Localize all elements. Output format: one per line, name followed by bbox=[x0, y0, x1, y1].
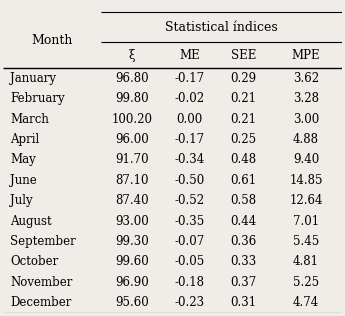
Text: 5.25: 5.25 bbox=[293, 276, 319, 289]
Text: January: January bbox=[10, 72, 56, 85]
Text: 99.30: 99.30 bbox=[115, 235, 149, 248]
Text: 96.80: 96.80 bbox=[115, 72, 149, 85]
Text: 0.61: 0.61 bbox=[230, 174, 257, 187]
Text: Statistical índices: Statistical índices bbox=[165, 21, 278, 34]
Text: 0.25: 0.25 bbox=[230, 133, 257, 146]
Text: 12.64: 12.64 bbox=[289, 194, 323, 207]
Text: 100.20: 100.20 bbox=[111, 113, 152, 126]
Text: 7.01: 7.01 bbox=[293, 215, 319, 228]
Text: -0.34: -0.34 bbox=[174, 154, 205, 167]
Text: June: June bbox=[10, 174, 37, 187]
Text: -0.18: -0.18 bbox=[175, 276, 204, 289]
Text: ME: ME bbox=[179, 49, 200, 62]
Text: MPE: MPE bbox=[292, 49, 321, 62]
Text: 91.70: 91.70 bbox=[115, 154, 149, 167]
Text: -0.50: -0.50 bbox=[174, 174, 205, 187]
Text: August: August bbox=[10, 215, 52, 228]
Text: 0.29: 0.29 bbox=[230, 72, 257, 85]
Text: 0.00: 0.00 bbox=[176, 113, 203, 126]
Text: -0.52: -0.52 bbox=[174, 194, 205, 207]
Text: May: May bbox=[10, 154, 36, 167]
Text: 96.00: 96.00 bbox=[115, 133, 149, 146]
Text: October: October bbox=[10, 255, 58, 268]
Text: 87.40: 87.40 bbox=[115, 194, 149, 207]
Text: 4.74: 4.74 bbox=[293, 296, 319, 309]
Text: 96.90: 96.90 bbox=[115, 276, 149, 289]
Text: 0.37: 0.37 bbox=[230, 276, 257, 289]
Text: ξ: ξ bbox=[129, 49, 135, 62]
Text: 3.28: 3.28 bbox=[293, 92, 319, 105]
Text: -0.05: -0.05 bbox=[174, 255, 205, 268]
Text: 4.81: 4.81 bbox=[293, 255, 319, 268]
Text: 0.58: 0.58 bbox=[230, 194, 257, 207]
Text: 0.48: 0.48 bbox=[230, 154, 257, 167]
Text: 5.45: 5.45 bbox=[293, 235, 319, 248]
Text: SEE: SEE bbox=[231, 49, 256, 62]
Text: 0.21: 0.21 bbox=[230, 113, 256, 126]
Text: September: September bbox=[10, 235, 76, 248]
Text: 3.62: 3.62 bbox=[293, 72, 319, 85]
Text: 0.21: 0.21 bbox=[230, 92, 256, 105]
Text: -0.17: -0.17 bbox=[174, 133, 205, 146]
Text: 0.44: 0.44 bbox=[230, 215, 257, 228]
Text: -0.23: -0.23 bbox=[174, 296, 205, 309]
Text: 0.31: 0.31 bbox=[230, 296, 257, 309]
Text: 87.10: 87.10 bbox=[115, 174, 149, 187]
Text: -0.07: -0.07 bbox=[174, 235, 205, 248]
Text: 0.36: 0.36 bbox=[230, 235, 257, 248]
Text: March: March bbox=[10, 113, 49, 126]
Text: 93.00: 93.00 bbox=[115, 215, 149, 228]
Text: 95.60: 95.60 bbox=[115, 296, 149, 309]
Text: April: April bbox=[10, 133, 39, 146]
Text: Month: Month bbox=[32, 34, 73, 47]
Text: July: July bbox=[10, 194, 33, 207]
Text: -0.35: -0.35 bbox=[174, 215, 205, 228]
Text: -0.02: -0.02 bbox=[174, 92, 205, 105]
Text: 9.40: 9.40 bbox=[293, 154, 319, 167]
Text: 14.85: 14.85 bbox=[289, 174, 323, 187]
Text: 99.80: 99.80 bbox=[115, 92, 149, 105]
Text: 99.60: 99.60 bbox=[115, 255, 149, 268]
Text: December: December bbox=[10, 296, 71, 309]
Text: 0.33: 0.33 bbox=[230, 255, 257, 268]
Text: 3.00: 3.00 bbox=[293, 113, 319, 126]
Text: November: November bbox=[10, 276, 72, 289]
Text: 4.88: 4.88 bbox=[293, 133, 319, 146]
Text: -0.17: -0.17 bbox=[174, 72, 205, 85]
Text: February: February bbox=[10, 92, 65, 105]
